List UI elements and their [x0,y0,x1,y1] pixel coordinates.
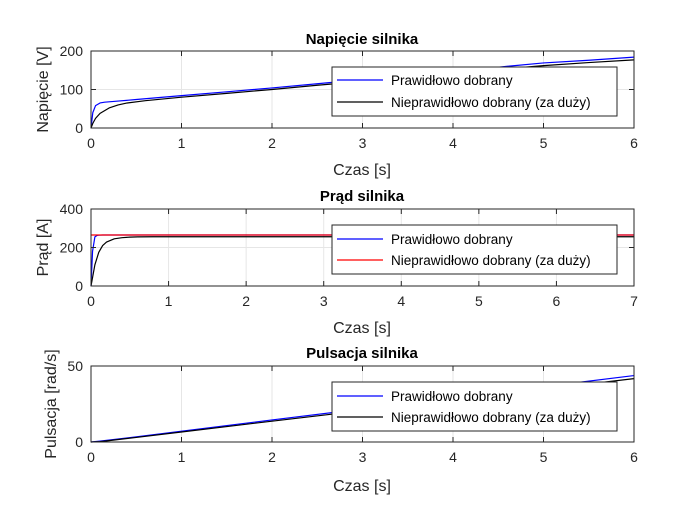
y-tick-label: 0 [75,434,83,450]
subplot-motor-voltage: Napięcie silnika 0 1 2 3 4 5 6 0 100 200 Czas [s]… [35,31,638,179]
x-axis-label: Czas [s] [333,162,391,179]
x-tick-label: 0 [87,135,95,151]
legend-label-prawidlowo-dobrany: Prawidłowo dobrany [391,73,513,88]
x-tick-label: 2 [268,449,276,465]
subplot-title: Napięcie silnika [306,31,419,48]
y-tick-label: 0 [75,278,83,294]
x-tick-label: 2 [242,293,250,309]
legend-label-nieprawidlowo-dobrany: Nieprawidłowo dobrany (za duży) [391,95,591,110]
subplot-motor-angular-speed: Pulsacja silnika 0 1 2 3 4 5 6 0 50 Czas [s] Pul… [43,345,638,495]
x-tick-label: 4 [449,135,457,151]
ticks: 0 1 2 3 4 5 6 0 100 200 [60,43,638,151]
x-tick-label: 1 [178,449,186,465]
y-tick-label: 0 [75,120,83,136]
x-tick-label: 1 [165,293,173,309]
legend-box [331,66,618,117]
x-tick-label: 0 [87,293,95,309]
ticks: 0 1 2 3 4 5 6 7 0 200 400 [60,201,638,309]
x-tick-label: 5 [540,449,548,465]
y-tick-label: 200 [60,240,84,256]
x-tick-label: 5 [540,135,548,151]
x-axis-label: Czas [s] [333,478,391,495]
subplot-motor-current: Prąd silnika 0 1 2 3 4 5 6 7 0 200 400 Czas [s] Pr… [35,188,638,337]
x-tick-label: 5 [475,293,483,309]
subplot-title: Prąd silnika [320,188,405,205]
x-tick-label: 3 [359,449,367,465]
series-line-unlabeled-2 [90,236,634,287]
legend-box [331,224,618,275]
x-tick-label: 2 [268,135,276,151]
x-tick-label: 3 [359,135,367,151]
legend-label-prawidlowo-dobrany: Prawidłowo dobrany [391,389,513,404]
y-tick-label: 100 [60,82,84,98]
legend: Prawidłowo dobrany Nieprawidłowo dobrany… [331,224,618,275]
ticks: 0 1 2 3 4 5 6 0 50 [67,358,638,465]
x-tick-label: 6 [630,135,638,151]
x-tick-label: 3 [320,293,328,309]
legend: Prawidłowo dobrany Nieprawidłowo dobrany… [331,381,618,432]
legend-box [331,381,618,432]
legend-label-nieprawidlowo-dobrany: Nieprawidłowo dobrany (za duży) [391,410,591,425]
subplot-title: Pulsacja silnika [306,345,418,362]
legend: Prawidłowo dobrany Nieprawidłowo dobrany… [331,66,618,117]
legend-label-nieprawidlowo-dobrany: Nieprawidłowo dobrany (za duży) [391,253,591,268]
y-axis-label: Prąd [A] [35,219,52,277]
x-tick-label: 4 [449,449,457,465]
y-axis-label: Napięcie [V] [35,46,52,132]
x-tick-label: 1 [178,135,186,151]
y-tick-label: 50 [67,358,83,374]
x-axis-label: Czas [s] [333,320,391,337]
x-tick-label: 6 [553,293,561,309]
legend-label-prawidlowo-dobrany: Prawidłowo dobrany [391,232,513,247]
x-tick-label: 4 [397,293,405,309]
y-tick-label: 200 [60,43,84,59]
x-tick-label: 0 [87,449,95,465]
y-axis-label: Pulsacja [rad/s] [43,349,60,458]
y-tick-label: 400 [60,201,84,217]
x-tick-label: 7 [630,293,638,309]
x-tick-label: 6 [630,449,638,465]
